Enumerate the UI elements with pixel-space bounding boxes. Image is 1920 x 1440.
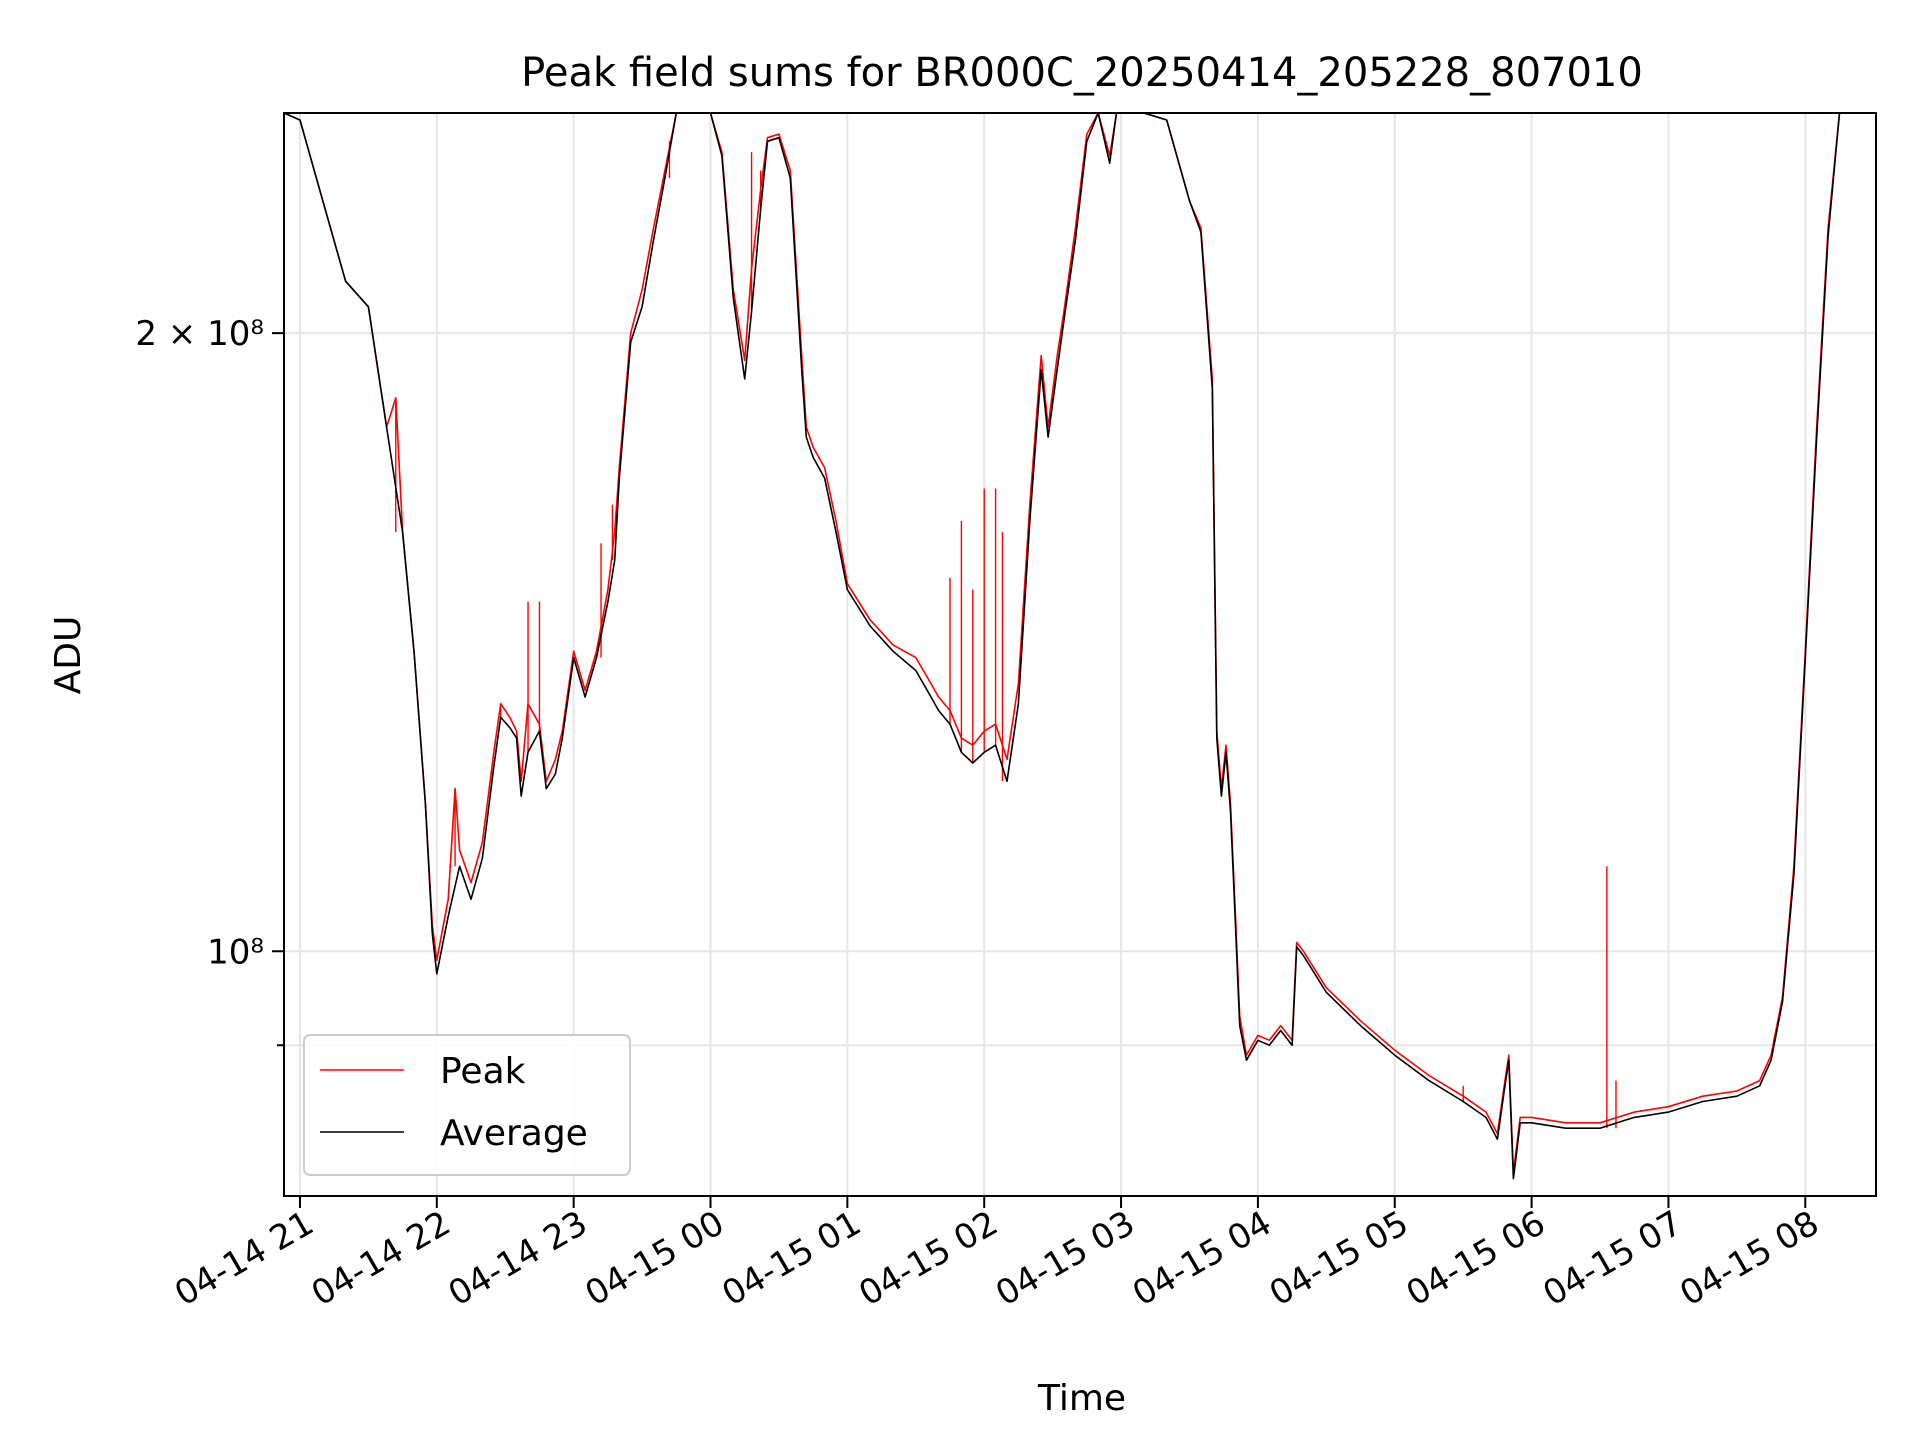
chart-title: Peak field sums for BR000C_20250414_2052… bbox=[521, 50, 1643, 96]
legend-label-peak: Peak bbox=[440, 1051, 526, 1092]
legend: Peak Average bbox=[303, 1034, 631, 1176]
y-axis: 2 × 10⁸ 10⁸ bbox=[135, 314, 284, 1047]
series-line-average bbox=[284, 113, 1876, 1180]
series-layer bbox=[284, 113, 1876, 1180]
y-tick-label: 10⁸ bbox=[207, 932, 264, 972]
grid bbox=[284, 113, 1876, 1196]
x-axis-label: Time bbox=[1037, 1378, 1126, 1419]
plot-frame bbox=[283, 112, 1877, 1197]
y-axis-label: ADU bbox=[48, 616, 89, 695]
legend-label-average: Average bbox=[440, 1113, 588, 1154]
y-tick-label: 2 × 10⁸ bbox=[135, 314, 264, 354]
